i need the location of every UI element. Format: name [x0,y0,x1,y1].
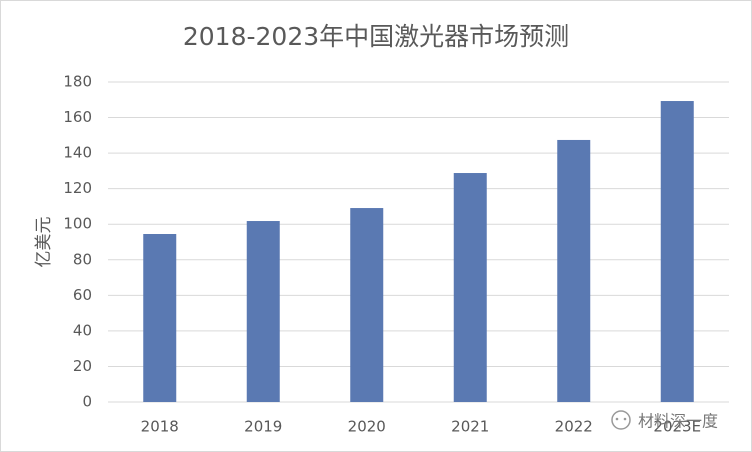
x-tick-label: 2019 [244,418,282,436]
x-tick-label: 2023E [653,418,701,436]
y-tick-label: 60 [73,286,92,304]
y-tick-label: 100 [63,215,92,233]
bar [350,208,384,402]
y-tick-label: 120 [63,179,92,197]
chart-title: 2018-2023年中国激光器市场预测 [183,22,569,51]
y-tick-label: 180 [63,73,92,91]
bar [246,221,280,402]
bar [143,234,177,402]
x-tick-label: 2018 [141,418,179,436]
y-tick-label: 160 [63,108,92,126]
bar [557,139,591,402]
bar [453,173,487,402]
y-tick-label: 40 [73,321,92,339]
y-tick-label: 80 [73,250,92,268]
bar [660,101,694,403]
x-tick-label: 2021 [451,418,489,436]
y-tick-label: 140 [63,144,92,162]
y-axis-label: 亿美元 [34,217,54,268]
watermark: 材料深一度 [638,412,718,431]
watermark-icon [611,410,631,430]
y-tick-label: 20 [73,357,92,375]
x-tick-label: 2020 [348,418,386,436]
y-tick-label: 0 [82,393,92,411]
x-tick-label: 2022 [555,418,593,436]
